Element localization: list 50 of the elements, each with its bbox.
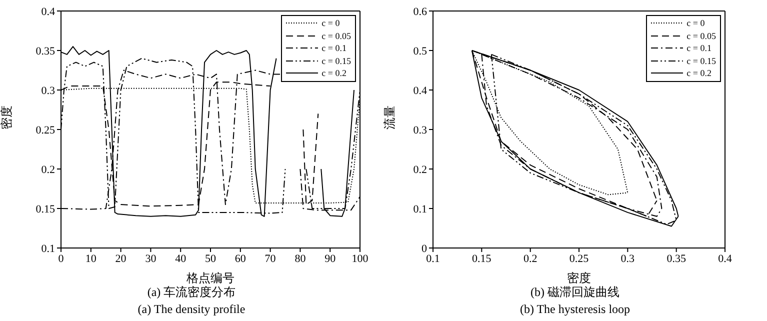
y-tick-label: 0.4 bbox=[413, 84, 428, 97]
y-tick-label: 0.5 bbox=[413, 45, 428, 58]
x-tick-label: 0.25 bbox=[569, 252, 590, 265]
y-axis-title: 流量 bbox=[382, 106, 396, 130]
y-tick-label: 0.2 bbox=[413, 164, 427, 176]
text: (b) 磁滞回旋曲线 bbox=[530, 285, 620, 300]
x-tick-label: 0.2 bbox=[523, 252, 538, 265]
x-tick-label: 0.35 bbox=[666, 252, 686, 265]
legend-label: c = 0.05 bbox=[686, 30, 716, 42]
y-tick-label: 0.3 bbox=[41, 84, 56, 97]
x-tick-label: 30 bbox=[145, 252, 157, 265]
y-tick-label: 0.2 bbox=[41, 164, 55, 176]
x-tick-label: 70 bbox=[264, 252, 276, 265]
y-tick-label: 0.6 bbox=[413, 6, 428, 18]
x-tick-label: 0.3 bbox=[620, 252, 636, 265]
x-tick-label: 0.1 bbox=[426, 252, 440, 265]
text: (a) The density profile bbox=[136, 302, 246, 317]
y-tick-label: 0.4 bbox=[41, 6, 56, 18]
y-tick-label: 0.35 bbox=[36, 45, 56, 58]
legend-label: c = 0.1 bbox=[686, 42, 712, 54]
text: (b) The hysteresis loop bbox=[518, 302, 632, 317]
y-tick-label: 0.1 bbox=[413, 203, 427, 216]
x-tick-label: 50 bbox=[205, 252, 216, 265]
x-axis-title: 密度 bbox=[567, 271, 591, 285]
y-tick-label: 0 bbox=[422, 242, 428, 255]
x-tick-label: 100 bbox=[352, 252, 369, 265]
y-tick-label: 0.25 bbox=[36, 124, 56, 136]
legend-label: c = 0.1 bbox=[322, 42, 346, 54]
x-tick-label: 0.15 bbox=[472, 252, 492, 265]
y-tick-label: 0.1 bbox=[41, 242, 55, 255]
legend-label: c = 0.2 bbox=[686, 67, 712, 80]
x-axis-title: 格点编号 bbox=[186, 271, 234, 285]
legend-label: c = 0.15 bbox=[686, 54, 716, 67]
legend-label: c = 0.15 bbox=[322, 54, 351, 67]
x-tick-label: 40 bbox=[175, 252, 187, 265]
legend-label: c = 0.2 bbox=[322, 67, 346, 80]
x-tick-label: 0 bbox=[58, 252, 64, 265]
x-tick-label: 90 bbox=[324, 252, 336, 265]
x-tick-label: 0.4 bbox=[718, 252, 732, 265]
legend-label: c = 0.05 bbox=[322, 30, 351, 42]
y-axis-title: 密度 bbox=[0, 106, 14, 130]
x-tick-label: 80 bbox=[294, 252, 306, 265]
x-tick-label: 60 bbox=[234, 252, 246, 265]
y-tick-label: 0.15 bbox=[36, 203, 56, 216]
y-tick-label: 0.3 bbox=[413, 124, 428, 136]
legend-label: c = 0 bbox=[686, 17, 705, 30]
legend-label: c = 0 bbox=[322, 17, 340, 30]
text: (a) 车流密度分布 bbox=[146, 285, 237, 300]
x-tick-label: 10 bbox=[85, 252, 97, 265]
x-tick-label: 20 bbox=[115, 252, 127, 265]
